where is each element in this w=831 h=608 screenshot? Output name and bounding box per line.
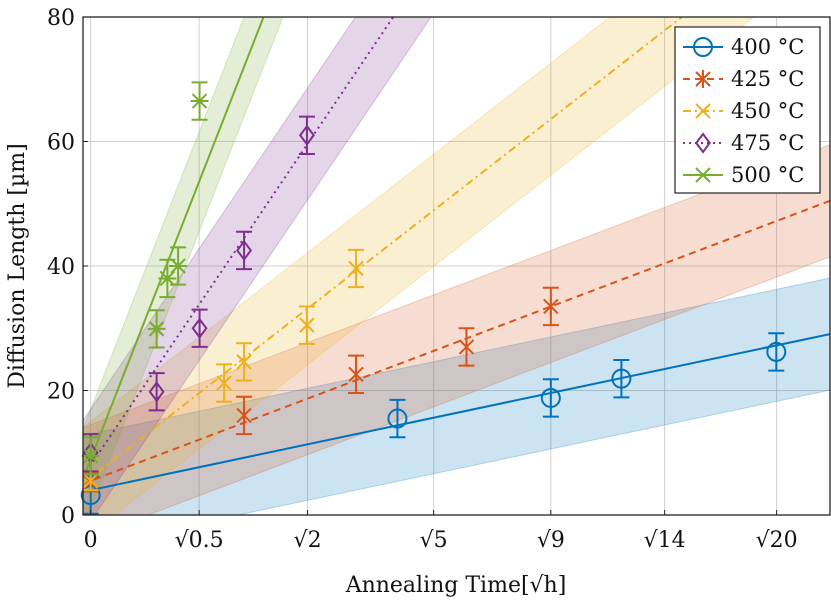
legend-marker	[695, 132, 711, 154]
x-axis-label: Annealing Time[√h]	[345, 573, 567, 598]
data-point	[216, 375, 232, 391]
fit-line	[83, 333, 830, 493]
confidence-band	[83, 17, 432, 515]
fit-lines	[83, 17, 830, 493]
confidence-band	[83, 277, 830, 515]
y-axis-label: Diffusion Length [µm]	[5, 143, 30, 388]
legend-label: 450 °C	[731, 99, 804, 123]
error-bar	[613, 358, 630, 399]
data-point	[458, 337, 475, 356]
x-tick-label: √5	[420, 528, 448, 553]
data-point	[543, 297, 559, 316]
error-bar	[298, 115, 315, 155]
error-bar	[768, 332, 785, 372]
legend: 400 °C 425 °C 450 °C 475 °C 500 °C	[674, 26, 821, 194]
y-tick-label: 80	[47, 6, 75, 31]
data-point	[348, 365, 364, 384]
data-point	[540, 387, 561, 408]
legend-marker	[695, 103, 711, 119]
y-tick-label: 60	[47, 131, 75, 156]
data-point	[299, 317, 315, 333]
data-points	[80, 81, 787, 515]
fit-line	[83, 199, 830, 485]
legend-marker	[695, 70, 711, 88]
x-tick-label: √2	[294, 528, 322, 553]
x-tick-label: 0	[84, 528, 98, 553]
error-bar	[191, 308, 208, 348]
legend-marker	[694, 167, 712, 183]
x-tick-label: √14	[644, 528, 686, 553]
legend-label: 400 °C	[731, 35, 804, 59]
confidence-band	[83, 144, 830, 515]
data-point	[387, 408, 408, 429]
data-point	[348, 260, 364, 277]
legend-label: 500 °C	[731, 163, 804, 187]
data-point	[148, 381, 165, 403]
y-tick-label: 20	[47, 380, 75, 405]
data-point	[147, 321, 166, 337]
y-tick-label: 0	[61, 504, 75, 529]
x-tick-label: √9	[537, 528, 565, 553]
fit-line	[83, 17, 684, 485]
data-point	[82, 473, 99, 489]
confidence-band	[83, 17, 755, 515]
data-point	[236, 239, 253, 262]
data-point	[81, 448, 100, 464]
data-point	[236, 354, 252, 370]
data-point	[298, 124, 315, 146]
legend-label: 475 °C	[731, 131, 804, 155]
data-point	[190, 93, 209, 109]
data-point	[191, 317, 208, 339]
legend-label: 425 °C	[731, 67, 804, 91]
axis-ticks: 0 √0.5 √2 √5 √9 √14 √20 0 20 40 60 80	[47, 6, 798, 553]
data-point	[611, 368, 632, 389]
data-point	[169, 258, 188, 274]
error-bar	[236, 230, 253, 271]
x-tick-label: √0.5	[175, 528, 224, 553]
data-point	[158, 270, 177, 287]
error-bar	[389, 398, 406, 439]
fit-line	[83, 17, 265, 479]
x-tick-label: √20	[756, 528, 798, 553]
data-point	[766, 341, 787, 362]
error-bar	[148, 372, 165, 412]
data-point	[236, 406, 252, 425]
y-tick-label: 40	[47, 255, 75, 280]
error-bar	[542, 378, 559, 418]
fit-line	[83, 17, 395, 478]
legend-marker	[693, 37, 713, 57]
